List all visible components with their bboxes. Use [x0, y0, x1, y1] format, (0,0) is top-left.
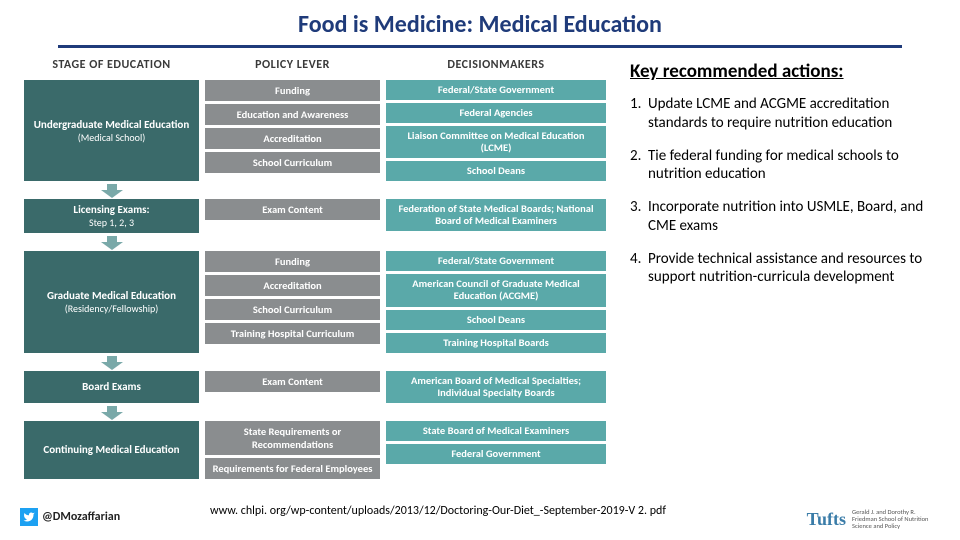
decisionmaker-box: Training Hospital Boards	[386, 333, 606, 353]
key-actions-title: Key recommended actions:	[630, 60, 930, 83]
decisionmaker-box: American Board of Medical Specialties; I…	[386, 371, 606, 403]
lever-box: Education and Awareness	[205, 104, 380, 125]
flow-group: Continuing Medical EducationState Requir…	[24, 421, 614, 479]
arrow-down-icon	[24, 236, 199, 250]
stage-box: Board Exams	[24, 371, 199, 403]
tufts-wordmark: Tufts	[807, 509, 846, 530]
arrow-down-icon	[24, 184, 199, 198]
decisionmaker-box: Federal Government	[386, 444, 606, 464]
lever-box: Requirements for Federal Employees	[205, 458, 380, 479]
page-title: Food is Medicine: Medical Education	[0, 0, 960, 45]
header-decisionmakers: DECISIONMAKERS	[386, 56, 606, 74]
recommended-action: 3.Incorporate nutrition into USMLE, Boar…	[630, 198, 930, 236]
decisionmaker-box: School Deans	[386, 161, 606, 181]
sidebar: Key recommended actions: 1.Update LCME a…	[614, 56, 950, 482]
decisionmaker-box: Liaison Committee on Medical Education (…	[386, 126, 606, 158]
column-headers: STAGE OF EDUCATION POLICY LEVER DECISION…	[24, 56, 614, 74]
decisionmaker-box: Federal Agencies	[386, 103, 606, 123]
decisionmaker-box: State Board of Medical Examiners	[386, 421, 606, 441]
decisionmaker-box: Federation of State Medical Boards; Nati…	[386, 199, 606, 231]
lever-box: Accreditation	[205, 275, 380, 296]
stage-box: Licensing Exams:Step 1, 2, 3	[24, 199, 199, 233]
flowchart: STAGE OF EDUCATION POLICY LEVER DECISION…	[24, 56, 614, 482]
lever-box: Exam Content	[205, 199, 380, 220]
header-lever: POLICY LEVER	[205, 56, 380, 74]
decisionmaker-box: Federal/State Government	[386, 80, 606, 100]
citation-url: www. chlpi. org/wp-content/uploads/2013/…	[210, 504, 666, 518]
tufts-school-name: Gerald J. and Dorothy R. Friedman School…	[852, 509, 942, 530]
flow-group: Board Exams Exam Content American Board of…	[24, 371, 614, 403]
stage-box: Graduate Medical Education(Residency/Fel…	[24, 251, 199, 352]
twitter-handle-text: @DMozaffarian	[42, 510, 120, 524]
lever-box: Exam Content	[205, 371, 380, 392]
tufts-logo: Tufts Gerald J. and Dorothy R. Friedman …	[807, 509, 942, 530]
flow-group: Undergraduate Medical Education(Medical …	[24, 80, 614, 181]
lever-box: School Curriculum	[205, 299, 380, 320]
arrow-down-icon	[24, 406, 199, 420]
decisionmaker-box: Federal/State Government	[386, 251, 606, 271]
twitter-icon	[20, 508, 38, 526]
lever-box: Accreditation	[205, 128, 380, 149]
lever-box: Funding	[205, 251, 380, 272]
header-stage: STAGE OF EDUCATION	[24, 56, 199, 74]
recommended-action: 4.Provide technical assistance and resou…	[630, 250, 930, 288]
decisionmaker-box: American Council of Graduate Medical Edu…	[386, 274, 606, 306]
flow-group: Licensing Exams:Step 1, 2, 3 Exam Content…	[24, 199, 614, 233]
recommended-action: 2.Tie federal funding for medical school…	[630, 147, 930, 185]
lever-box: Training Hospital Curriculum	[205, 323, 380, 344]
title-underline	[58, 45, 903, 48]
stage-box: Continuing Medical Education	[24, 421, 199, 479]
flow-group: Graduate Medical Education(Residency/Fel…	[24, 251, 614, 352]
recommended-action: 1.Update LCME and ACGME accreditation st…	[630, 95, 930, 133]
decisionmaker-box: School Deans	[386, 310, 606, 330]
twitter-handle[interactable]: @DMozaffarian	[20, 508, 120, 526]
lever-box: Funding	[205, 80, 380, 101]
arrow-down-icon	[24, 356, 199, 370]
lever-box: State Requirements or Recommendations	[205, 421, 380, 455]
stage-box: Undergraduate Medical Education(Medical …	[24, 80, 199, 181]
main-content: STAGE OF EDUCATION POLICY LEVER DECISION…	[0, 56, 960, 482]
lever-box: School Curriculum	[205, 152, 380, 173]
